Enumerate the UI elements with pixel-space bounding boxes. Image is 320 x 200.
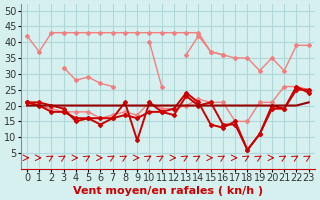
- X-axis label: Vent moyen/en rafales ( kn/h ): Vent moyen/en rafales ( kn/h ): [73, 186, 263, 196]
